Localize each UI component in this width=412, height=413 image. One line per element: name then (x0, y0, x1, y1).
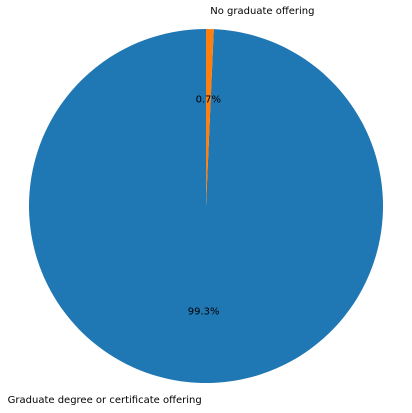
pie-labels: 99.3% Graduate degree or certificate offe… (8, 6, 315, 406)
pie-category-label-0: Graduate degree or certificate offering (8, 395, 202, 406)
pie-slices (28, 29, 383, 383)
pie-category-label-1: No graduate offering (210, 6, 314, 17)
pie-slice-0 (28, 29, 383, 383)
pie-pct-label-0: 99.3% (188, 307, 220, 318)
pie-pct-label-1: 0.7% (196, 94, 221, 105)
pie-slice-1 (206, 29, 214, 206)
